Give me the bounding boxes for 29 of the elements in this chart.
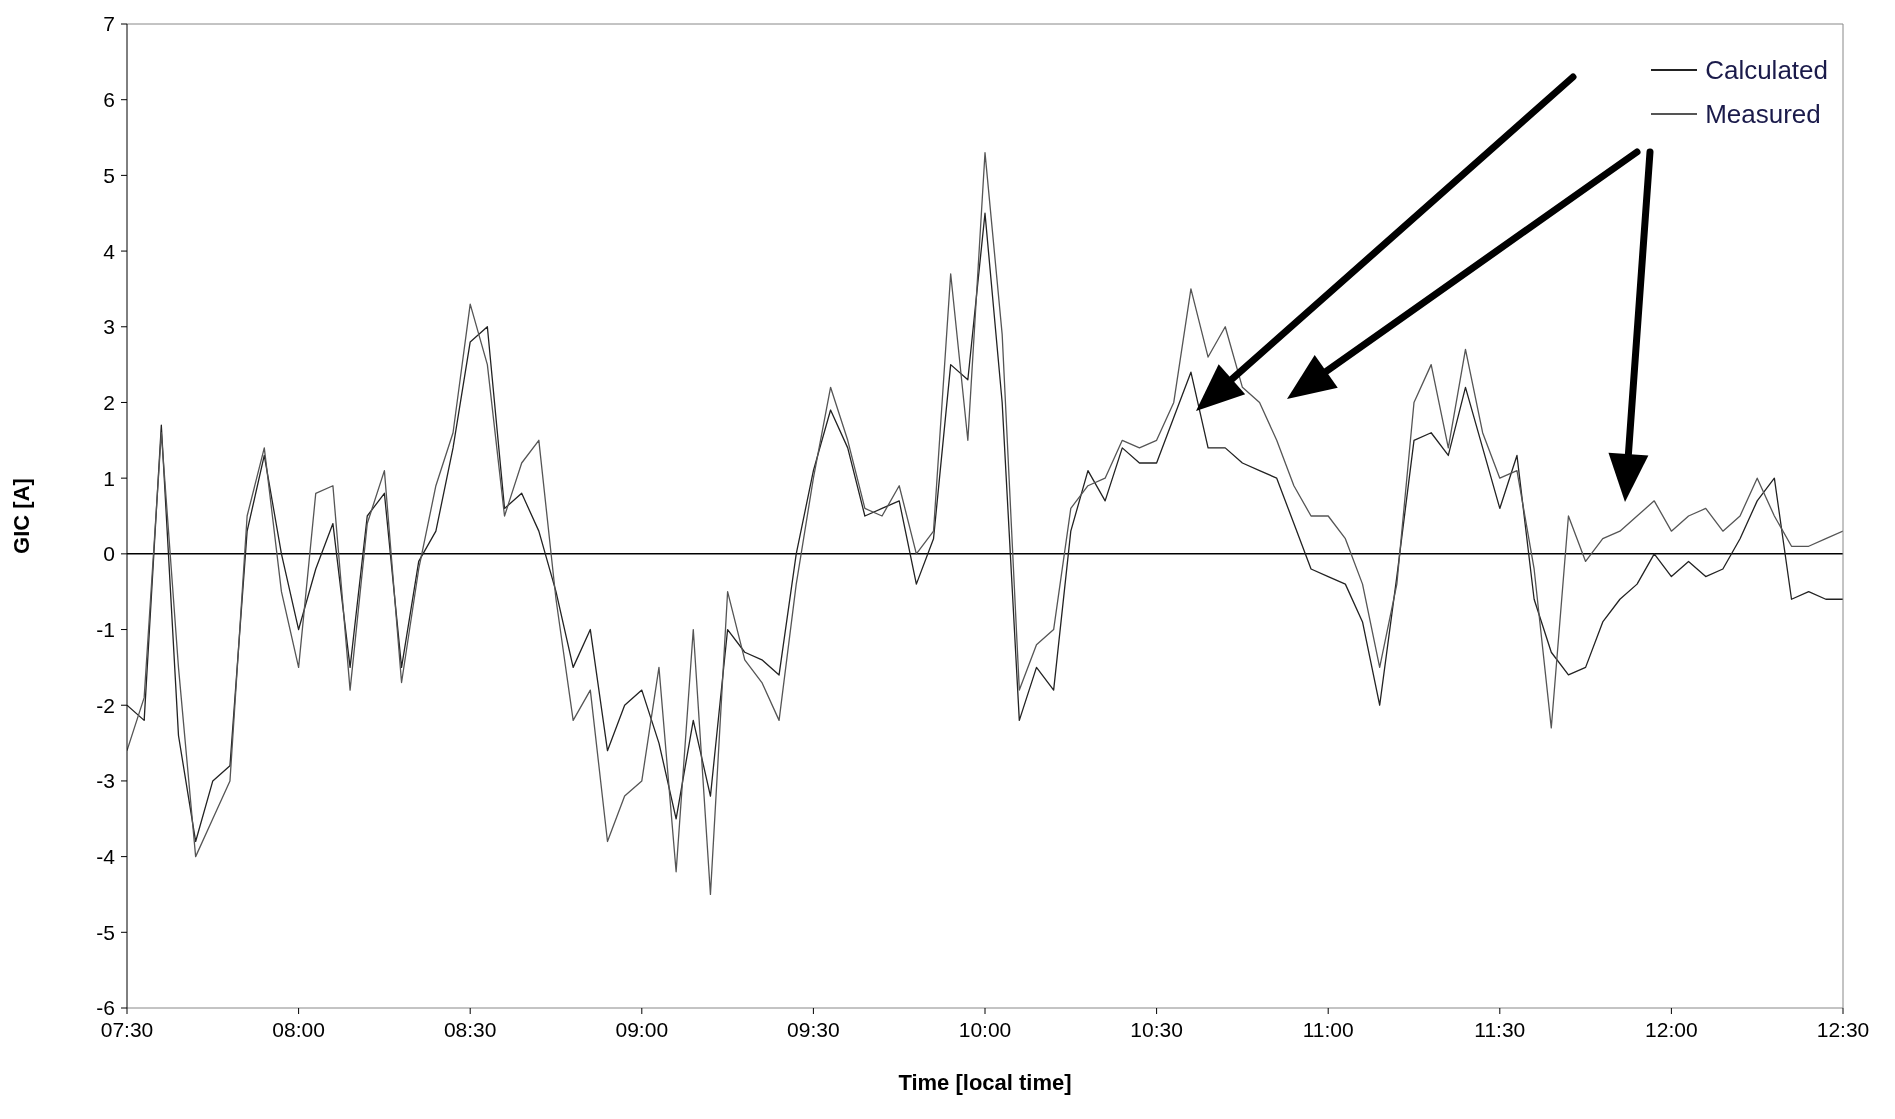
x-tick-label: 12:00 [1645,1017,1698,1041]
x-tick-label: 07:30 [100,1017,154,1041]
x-tick-label: 10:30 [1130,1017,1183,1041]
y-tick-label: 2 [103,390,115,414]
y-tick-label: 3 [103,315,115,339]
y-tick-label: -5 [96,920,115,944]
y-tick-label: 1 [103,466,115,490]
x-tick-label: 09:00 [615,1017,669,1041]
x-tick-label: 10:00 [958,1017,1012,1041]
y-tick-label: 7 [103,12,115,36]
y-tick-label: 4 [103,239,116,263]
x-tick-label: 08:00 [272,1017,325,1041]
y-tick-label: 5 [103,163,115,187]
y-tick-label: -4 [96,845,116,869]
y-tick-label: -3 [96,769,115,793]
y-tick-label: 6 [103,88,115,112]
x-axis-title: Time [local time] [898,1070,1072,1095]
y-axis-title: GIC [A] [8,478,34,554]
legend-label: Measured [1705,98,1821,130]
legend-label: Calculated [1705,54,1828,86]
x-tick-label: 08:30 [443,1017,497,1041]
x-tick-label: 09:30 [787,1017,840,1041]
x-tick-label: 11:00 [1302,1017,1354,1041]
y-tick-label: -1 [96,617,115,641]
x-tick-label: 11:30 [1474,1017,1526,1041]
y-tick-label: 0 [103,542,115,566]
y-tick-label: -6 [96,996,115,1020]
x-tick-label: 12:30 [1816,1017,1870,1041]
y-tick-label: -2 [96,693,115,717]
